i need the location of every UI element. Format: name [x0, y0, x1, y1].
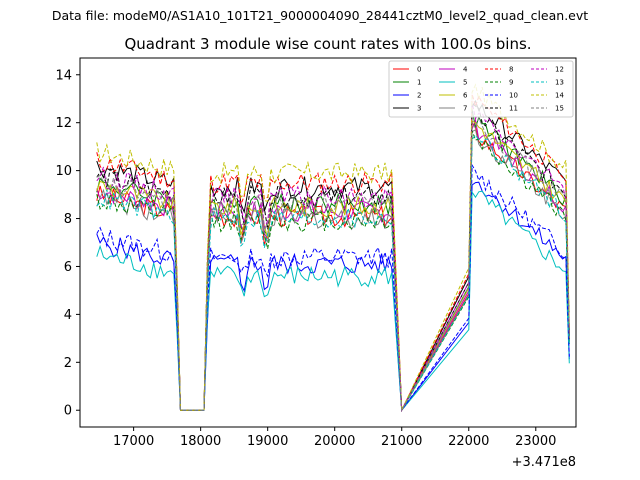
series-line-11 [96, 102, 570, 413]
legend-label-11: 11 [509, 105, 518, 113]
legend-label-9: 9 [509, 79, 513, 87]
chart-title: Quadrant 3 module wise count rates with … [124, 35, 532, 53]
x-tick-label: 21000 [381, 434, 422, 449]
y-tick-label: 4 [64, 308, 72, 323]
legend-label-4: 4 [463, 66, 468, 74]
legend-label-1: 1 [417, 79, 421, 87]
x-tick-label: 22000 [448, 434, 489, 449]
figure-suptitle: Data file: modeM0/AS1A10_101T21_90000040… [51, 8, 589, 23]
series-line-15 [96, 116, 570, 413]
series-line-5 [96, 190, 570, 412]
y-tick-label: 2 [64, 356, 72, 371]
legend-label-6: 6 [463, 92, 468, 100]
legend-label-7: 7 [463, 105, 467, 113]
series-line-2 [96, 181, 570, 412]
legend-label-12: 12 [555, 66, 564, 74]
x-tick-label: 23000 [515, 434, 556, 449]
series-line-13 [96, 134, 570, 412]
x-tick-label: 17000 [113, 434, 154, 449]
plot-frame [79, 57, 577, 428]
x-tick-label: 18000 [180, 434, 221, 449]
legend-label-2: 2 [417, 92, 421, 100]
series-line-10 [96, 163, 570, 412]
legend-label-14: 14 [555, 92, 564, 100]
series-line-0 [96, 121, 570, 412]
x-offset-label: +3.471e8 [512, 455, 576, 470]
y-tick-label: 8 [64, 212, 72, 227]
legend-label-13: 13 [555, 79, 564, 87]
y-tick-label: 10 [55, 164, 72, 179]
legend-box [388, 60, 574, 118]
series-line-7 [96, 129, 570, 412]
legend-label-0: 0 [417, 66, 421, 74]
y-tick-label: 12 [55, 116, 72, 131]
legend-label-3: 3 [417, 105, 421, 113]
y-tick-label: 0 [64, 404, 72, 419]
y-tick-label: 14 [55, 68, 72, 83]
x-tick-label: 20000 [314, 434, 355, 449]
series-line-8 [96, 93, 570, 411]
legend-label-5: 5 [463, 79, 467, 87]
legend-label-10: 10 [509, 92, 518, 100]
legend-label-15: 15 [555, 105, 564, 113]
legend-label-8: 8 [509, 66, 513, 74]
x-tick-label: 19000 [247, 434, 288, 449]
series-line-6 [96, 120, 570, 412]
series-line-9 [96, 130, 570, 412]
y-tick-label: 6 [64, 260, 72, 275]
